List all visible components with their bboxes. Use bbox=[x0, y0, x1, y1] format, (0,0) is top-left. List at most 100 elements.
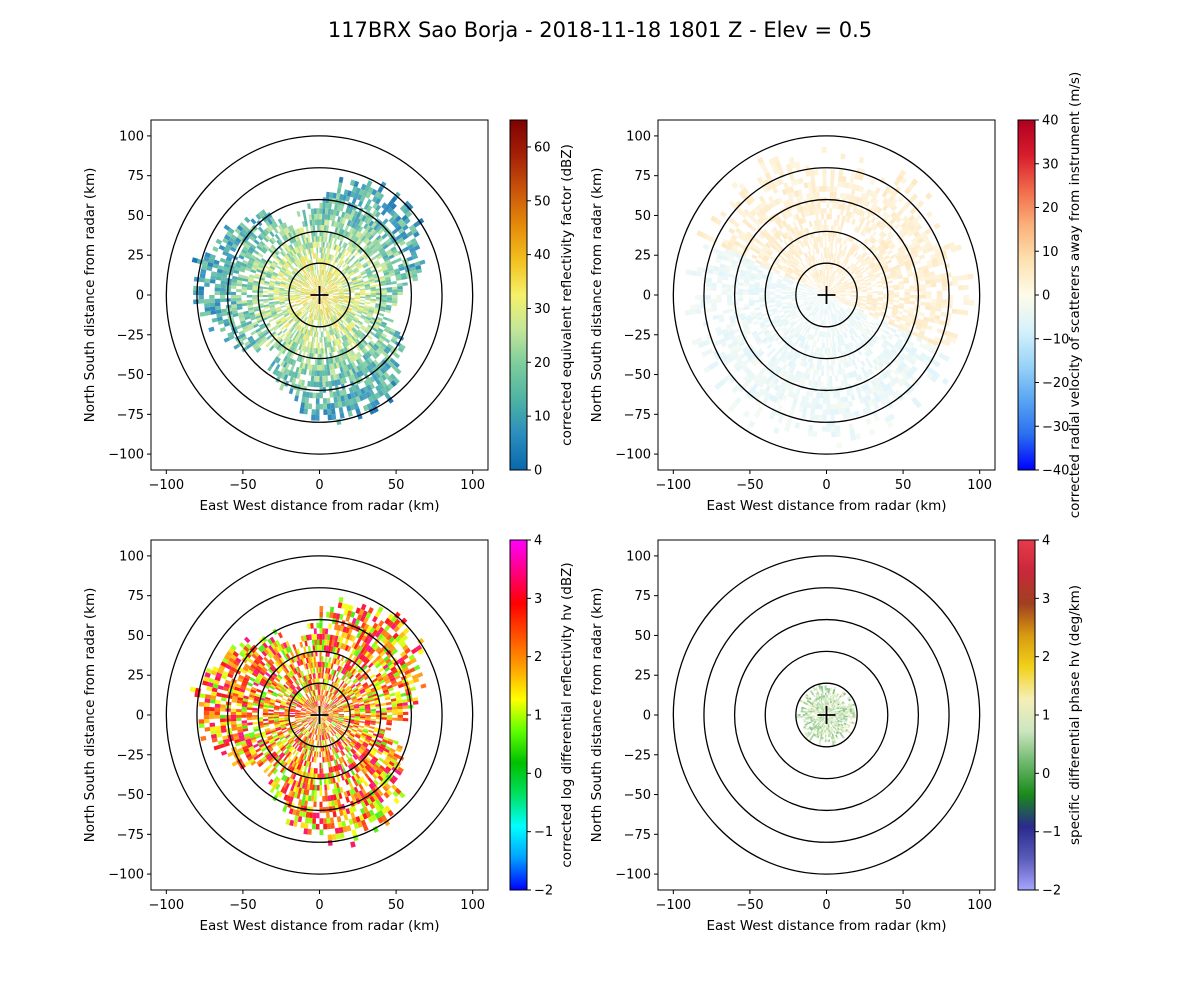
x-tick-label: −100 bbox=[655, 478, 691, 493]
range-ring-80km bbox=[703, 167, 950, 423]
colorbar-tick-label: 3 bbox=[1042, 592, 1050, 607]
x-tick-label: 0 bbox=[822, 898, 830, 913]
x-tick-label: −100 bbox=[655, 898, 691, 913]
range-ring-60km bbox=[226, 198, 413, 392]
range-ring-100km bbox=[672, 555, 981, 875]
range-ring-20km bbox=[795, 262, 858, 328]
colorbar bbox=[1017, 119, 1036, 471]
y-tick-label: −50 bbox=[624, 368, 651, 383]
y-axis-label: North South distance from radar (km) bbox=[589, 588, 605, 843]
y-tick-label: 100 bbox=[119, 549, 144, 564]
colorbar-label: corrected log differential reflectivity … bbox=[559, 562, 575, 867]
colorbar bbox=[1017, 539, 1036, 891]
colorbar-tick-label: 2 bbox=[534, 650, 542, 665]
y-tick-label: 100 bbox=[626, 549, 651, 564]
colorbar-tick-label: 0 bbox=[1042, 767, 1050, 782]
x-tick-label: 100 bbox=[460, 478, 485, 493]
range-ring-60km bbox=[733, 618, 920, 812]
colorbar-tick-label: 10 bbox=[534, 410, 551, 425]
colorbar-tick-label: −2 bbox=[1042, 884, 1061, 899]
figure-title: 117BRX Sao Borja - 2018-11-18 1801 Z - E… bbox=[328, 18, 872, 42]
colorbar-tick-label: −1 bbox=[534, 825, 553, 840]
colorbar-tick-label: −10 bbox=[1042, 332, 1069, 347]
colorbar-tick-label: 0 bbox=[534, 464, 542, 479]
colorbar-tick-label: 3 bbox=[534, 592, 542, 607]
x-tick-label: −50 bbox=[229, 898, 256, 913]
y-tick-label: −75 bbox=[117, 408, 144, 423]
colorbar-tick-label: −2 bbox=[534, 884, 553, 899]
y-tick-label: 50 bbox=[127, 629, 144, 644]
colorbar-tick-label: −20 bbox=[1042, 376, 1069, 391]
x-tick-label: 50 bbox=[895, 478, 912, 493]
colorbar-tick-label: 4 bbox=[534, 534, 542, 549]
y-tick-label: −75 bbox=[624, 828, 651, 843]
y-tick-label: 100 bbox=[626, 129, 651, 144]
range-ring-40km bbox=[257, 650, 382, 780]
range-ring-20km bbox=[288, 682, 351, 748]
range-ring-80km bbox=[196, 167, 443, 423]
y-tick-label: 0 bbox=[136, 709, 144, 724]
y-tick-label: 25 bbox=[127, 249, 144, 264]
y-tick-label: −100 bbox=[108, 448, 144, 463]
colorbar-tick-label: −1 bbox=[1042, 825, 1061, 840]
colorbar-tick-label: 4 bbox=[1042, 534, 1050, 549]
velocity-echo-field bbox=[684, 147, 975, 449]
y-tick-label: −100 bbox=[108, 868, 144, 883]
x-tick-label: 50 bbox=[895, 898, 912, 913]
x-tick-label: 100 bbox=[460, 898, 485, 913]
colorbar-label: corrected radial velocity of scatterers … bbox=[1067, 72, 1083, 518]
colorbar-tick-label: 40 bbox=[1042, 114, 1059, 129]
x-tick-label: 50 bbox=[388, 478, 405, 493]
y-tick-label: −50 bbox=[117, 788, 144, 803]
range-ring-100km bbox=[165, 555, 474, 875]
x-tick-label: 50 bbox=[388, 898, 405, 913]
y-tick-label: −25 bbox=[117, 328, 144, 343]
y-tick-label: 25 bbox=[127, 669, 144, 684]
panel-reflectivity: −100 −50 0 50 100−100−75−50−250255075100East… bbox=[82, 119, 575, 514]
range-ring-20km bbox=[288, 262, 351, 328]
colorbar-tick-label: 0 bbox=[1042, 289, 1050, 304]
x-axis-label: East West distance from radar (km) bbox=[199, 918, 439, 934]
colorbar-tick-label: 30 bbox=[1042, 157, 1059, 172]
x-axis-label: East West distance from radar (km) bbox=[199, 498, 439, 514]
kdp-echo-field bbox=[795, 683, 858, 747]
y-tick-label: 0 bbox=[136, 289, 144, 304]
y-tick-label: 50 bbox=[634, 209, 651, 224]
range-ring-40km bbox=[257, 230, 382, 360]
y-tick-label: 75 bbox=[634, 169, 651, 184]
x-tick-label: 100 bbox=[967, 478, 992, 493]
colorbar-tick-label: 60 bbox=[534, 140, 551, 155]
range-ring-40km bbox=[764, 650, 889, 780]
y-axis-label: North South distance from radar (km) bbox=[589, 168, 605, 423]
range-ring-100km bbox=[672, 135, 981, 455]
y-tick-label: 75 bbox=[634, 589, 651, 604]
colorbar-tick-label: 40 bbox=[534, 248, 551, 263]
x-tick-label: −100 bbox=[148, 478, 184, 493]
x-axis-label: East West distance from radar (km) bbox=[706, 918, 946, 934]
y-tick-label: 25 bbox=[634, 249, 651, 264]
colorbar-label: specific differential phase hv (deg/km) bbox=[1067, 585, 1083, 845]
y-tick-label: 100 bbox=[119, 129, 144, 144]
colorbar-tick-label: 10 bbox=[1042, 245, 1059, 260]
panel-zdr: −100 −50 0 50 100 −100 −75 −50 −25 0 25 50 75 100 East… bbox=[82, 534, 575, 935]
x-tick-label: −100 bbox=[148, 898, 184, 913]
y-tick-label: −75 bbox=[117, 828, 144, 843]
y-axis-label: North South distance from radar (km) bbox=[82, 168, 98, 423]
range-ring-60km bbox=[226, 618, 413, 812]
x-tick-label: 100 bbox=[967, 898, 992, 913]
y-tick-label: 50 bbox=[634, 629, 651, 644]
colorbar-tick-label: 30 bbox=[534, 302, 551, 317]
x-tick-label: −50 bbox=[736, 898, 763, 913]
x-tick-label: −50 bbox=[736, 478, 763, 493]
range-ring-100km bbox=[165, 135, 474, 455]
y-tick-label: −50 bbox=[624, 788, 651, 803]
y-axis-label: North South distance from radar (km) bbox=[82, 588, 98, 843]
y-tick-label: 0 bbox=[643, 709, 651, 724]
y-tick-label: −50 bbox=[117, 368, 144, 383]
colorbar-tick-label: 20 bbox=[1042, 201, 1059, 216]
range-ring-40km bbox=[764, 230, 889, 360]
y-tick-label: −75 bbox=[624, 408, 651, 423]
y-tick-label: −100 bbox=[615, 448, 651, 463]
colorbar-tick-label: 1 bbox=[1042, 709, 1050, 724]
